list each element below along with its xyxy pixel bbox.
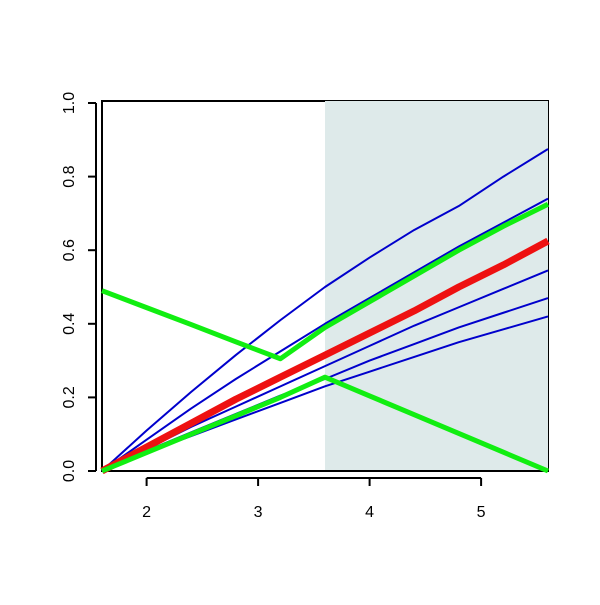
x-tick-label: 5 (477, 504, 486, 521)
shaded-region (325, 101, 548, 470)
line-series (101, 201, 550, 362)
line-series (101, 148, 549, 472)
line-series (100, 237, 550, 475)
y-tick-label: 0.4 (61, 313, 78, 335)
y-tick-label: 1.0 (61, 92, 78, 114)
x-tick-label: 3 (254, 504, 263, 521)
line-series (101, 374, 549, 474)
y-tick-label: 0.2 (61, 386, 78, 408)
line-series (101, 197, 549, 472)
y-tick-label: 0.8 (61, 165, 78, 187)
y-tick-label: 0.0 (61, 460, 78, 482)
x-tick-label: 2 (142, 504, 151, 521)
y-tick-label: 0.6 (61, 239, 78, 261)
x-tick-label: 4 (365, 504, 374, 521)
